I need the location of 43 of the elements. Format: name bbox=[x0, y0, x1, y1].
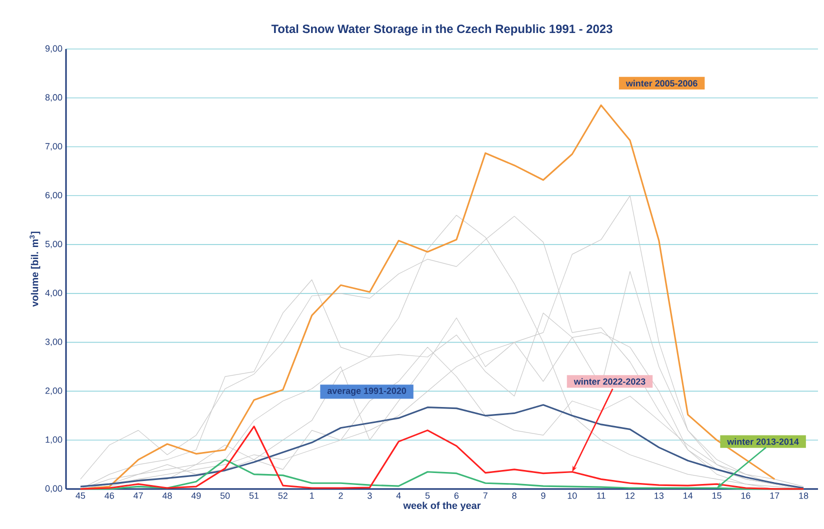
x-tick-label: 17 bbox=[770, 492, 780, 499]
chart-title: Total Snow Water Storage in the Czech Republic 1991 - 2023 bbox=[271, 24, 612, 36]
x-axis-title: week of the year bbox=[403, 502, 481, 511]
y-axis-title: volume [bil. m$^{3}$] bbox=[30, 232, 40, 307]
x-tick-label: 51 bbox=[249, 492, 259, 499]
x-tick-label: 16 bbox=[741, 492, 750, 499]
y-tick-label: 4,00 bbox=[45, 290, 62, 298]
text: winter 2022-2023 bbox=[574, 378, 646, 385]
x-tick-label: 4 bbox=[396, 492, 401, 499]
x-tick-label: 12 bbox=[626, 492, 635, 499]
y-tick-label: 5,00 bbox=[45, 240, 62, 248]
x-tick-label: 45 bbox=[76, 492, 86, 499]
x-tick-label: 49 bbox=[191, 492, 201, 499]
y-tick-label: 3,00 bbox=[45, 338, 62, 346]
text: average 1991-2020 bbox=[327, 388, 406, 396]
x-tick-label: 9 bbox=[541, 492, 546, 499]
text: winter 2013-2014 bbox=[727, 438, 799, 445]
x-tick-label: 47 bbox=[134, 492, 143, 499]
y-tick-label: 0,00 bbox=[45, 485, 62, 493]
y-tick-label: 2,00 bbox=[45, 388, 62, 395]
y-tick-label: 7,00 bbox=[45, 143, 62, 150]
text: winter 2005-2006 bbox=[626, 80, 698, 87]
y-tick-label: 8,00 bbox=[45, 94, 62, 102]
y-tick-label: 6,00 bbox=[45, 192, 62, 200]
x-tick-label: 48 bbox=[162, 492, 172, 499]
x-tick-label: 8 bbox=[512, 492, 516, 499]
x-tick-label: 2 bbox=[338, 492, 343, 499]
x-tick-label: 5 bbox=[425, 492, 430, 499]
x-tick-label: 18 bbox=[799, 492, 808, 499]
x-tick-label: 50 bbox=[220, 492, 230, 499]
x-tick-label: 7 bbox=[483, 492, 488, 499]
x-tick-label: 1 bbox=[310, 492, 314, 499]
x-tick-label: 15 bbox=[712, 492, 722, 499]
x-tick-label: 13 bbox=[654, 492, 664, 499]
y-tick-label: 9,00 bbox=[45, 45, 62, 53]
x-tick-label: 6 bbox=[454, 492, 459, 499]
x-tick-label: 11 bbox=[597, 492, 606, 499]
x-tick-label: 3 bbox=[368, 492, 372, 499]
y-tick-label: 1,00 bbox=[46, 436, 62, 444]
x-tick-label: 46 bbox=[104, 492, 114, 499]
x-tick-label: 10 bbox=[568, 492, 577, 499]
x-tick-label: 52 bbox=[278, 492, 288, 499]
x-tick-label: 14 bbox=[684, 492, 693, 499]
